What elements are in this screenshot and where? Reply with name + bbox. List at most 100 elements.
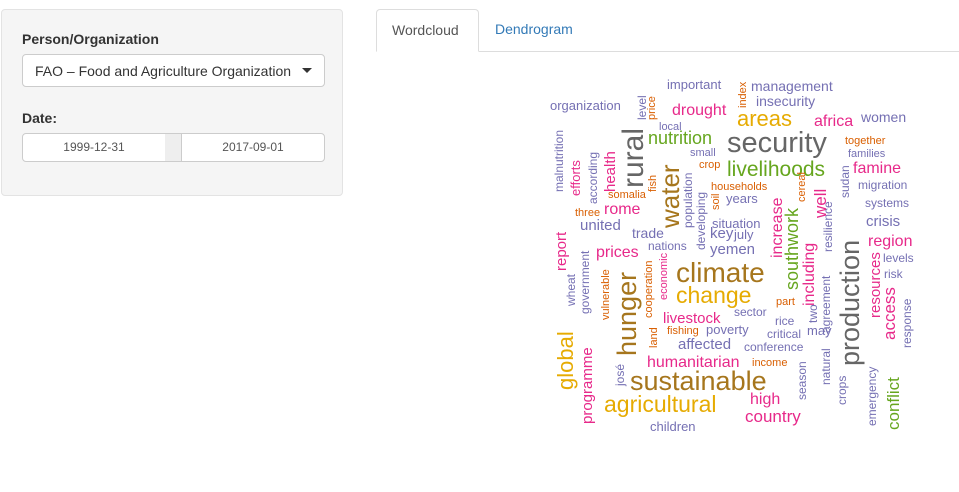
- wordcloud-word: systems: [865, 196, 909, 210]
- person-organization-value: FAO – Food and Agriculture Organization: [35, 63, 292, 79]
- wordcloud-word: areas: [737, 106, 792, 131]
- wordcloud-word: crop: [699, 159, 720, 171]
- wordcloud-word: level: [635, 95, 649, 120]
- wordcloud-word: natural: [819, 348, 833, 385]
- wordcloud-word: humanitarian: [647, 354, 740, 371]
- wordcloud-word: somalia: [608, 189, 647, 201]
- wordcloud-word: sudan: [838, 165, 852, 198]
- wordcloud-word: region: [868, 233, 912, 250]
- wordcloud-word: increase: [769, 197, 786, 258]
- wordcloud-word: rural: [617, 128, 650, 188]
- wordcloud-word: government: [578, 250, 592, 314]
- wordcloud-word: part: [776, 296, 795, 308]
- wordcloud-word: economic: [658, 252, 670, 300]
- wordcloud-word: management: [751, 78, 833, 94]
- wordcloud-word: access: [880, 287, 899, 340]
- wordcloud-word: water: [655, 164, 685, 229]
- wordcloud-word: high: [750, 391, 780, 408]
- wordcloud-word: josé: [613, 364, 627, 387]
- wordcloud-word: migration: [858, 178, 907, 192]
- person-organization-select[interactable]: FAO – Food and Agriculture Organization: [22, 54, 325, 87]
- wordcloud-word: security: [727, 127, 827, 159]
- wordcloud-word: situation: [712, 216, 760, 231]
- wordcloud-word: conflict: [884, 377, 903, 430]
- wordcloud-word: risk: [884, 267, 904, 281]
- wordcloud-word: livelihoods: [727, 158, 825, 181]
- wordcloud-word: price: [646, 96, 658, 120]
- wordcloud-word: land: [648, 327, 660, 348]
- wordcloud-word: households: [711, 181, 768, 193]
- wordcloud-word: global: [553, 331, 578, 390]
- wordcloud-word: income: [752, 357, 787, 369]
- wordcloud-word: country: [745, 407, 801, 426]
- wordcloud-word: critical: [767, 327, 801, 341]
- wordcloud-word: may: [807, 323, 832, 338]
- wordcloud-word: season: [795, 361, 809, 400]
- wordcloud-word: health: [602, 151, 619, 192]
- wordcloud-word: population: [681, 173, 695, 228]
- wordcloud-word: soil: [710, 193, 722, 210]
- wordcloud-word: agreement: [819, 275, 833, 333]
- wordcloud-word: nutrition: [648, 128, 712, 148]
- wordcloud-word: vulnerable: [600, 269, 612, 320]
- wordcloud-word: africa: [814, 113, 853, 130]
- date-range-separator: [165, 133, 181, 162]
- tab-wordcloud[interactable]: Wordcloud: [376, 9, 479, 52]
- wordcloud-word: programme: [579, 347, 596, 424]
- wordcloud-word: years: [726, 191, 758, 206]
- wordcloud-word: response: [900, 298, 914, 348]
- wordcloud-word: crops: [835, 376, 849, 405]
- wordcloud-word: wheat: [564, 273, 578, 307]
- wordcloud-word: two: [806, 304, 820, 323]
- date-end-input[interactable]: 2017-09-01: [181, 133, 325, 162]
- wordcloud-word: resilience: [821, 201, 835, 252]
- wordcloud-word: local: [659, 121, 682, 133]
- date-label: Date:: [22, 110, 58, 126]
- wordcloud-word: livestock: [663, 310, 721, 327]
- wordcloud-word: including: [801, 243, 818, 306]
- wordcloud-word: important: [667, 77, 722, 92]
- wordcloud-word: trade: [632, 225, 664, 241]
- wordcloud-word: famine: [853, 160, 901, 177]
- wordcloud-word: cooperation: [643, 261, 655, 319]
- wordcloud-word: fish: [647, 175, 659, 192]
- wordcloud-word: drought: [672, 102, 727, 119]
- wordcloud-word: rice: [775, 314, 795, 328]
- wordcloud-word: rome: [604, 201, 641, 218]
- wordcloud-word: families: [848, 148, 886, 160]
- wordcloud-word: yemen: [710, 241, 755, 258]
- person-organization-label: Person/Organization: [22, 31, 159, 47]
- wordcloud-word: sustainable: [630, 366, 767, 396]
- wordcloud-word: united: [580, 217, 621, 234]
- wordcloud-word: together: [845, 135, 886, 147]
- wordcloud-word: insecurity: [756, 93, 815, 109]
- wordcloud-word: southwork: [782, 207, 802, 290]
- wordcloud-word: key: [710, 225, 734, 242]
- date-start-input[interactable]: 1999-12-31: [22, 133, 166, 162]
- wordcloud-word: levels: [883, 251, 914, 265]
- wordcloud-word: malnutrition: [552, 130, 566, 192]
- wordcloud-word: small: [690, 147, 716, 159]
- wordcloud-word: cereal: [796, 172, 808, 202]
- wordcloud-word: well: [811, 189, 830, 219]
- tab-dendrogram[interactable]: Dendrogram: [495, 21, 573, 37]
- tab-bar: Wordcloud Dendrogram: [376, 9, 959, 52]
- wordcloud-word: crisis: [866, 213, 900, 230]
- wordcloud-word: poverty: [706, 322, 749, 337]
- wordcloud-word: affected: [678, 336, 731, 353]
- wordcloud-word: change: [676, 282, 751, 308]
- wordcloud-word: organization: [550, 98, 621, 113]
- wordcloud-word: children: [650, 419, 696, 434]
- wordcloud-word: resources: [867, 252, 884, 318]
- wordcloud-word: report: [553, 231, 570, 271]
- wordcloud-word: emergency: [865, 367, 879, 426]
- wordcloud-word: fishing: [667, 325, 699, 337]
- wordcloud-word: hunger: [612, 272, 642, 356]
- wordcloud-word: climate: [676, 257, 765, 288]
- wordcloud-word: developing: [694, 192, 708, 250]
- chevron-down-icon: [302, 68, 312, 73]
- wordcloud-word: efforts: [568, 160, 583, 196]
- wordcloud-word: sector: [734, 305, 767, 319]
- wordcloud-word: nations: [648, 239, 687, 253]
- wordcloud-word: women: [860, 109, 906, 125]
